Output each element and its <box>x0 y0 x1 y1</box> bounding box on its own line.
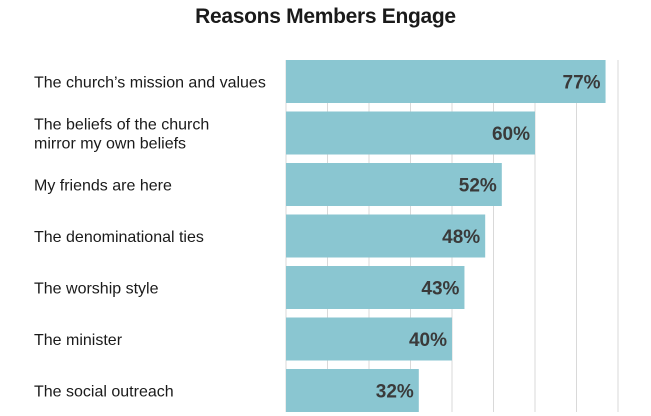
category-label-line: The denominational ties <box>34 229 204 246</box>
value-label: 60% <box>492 124 530 145</box>
bar <box>286 369 419 412</box>
category-label: The social outreach <box>34 384 174 401</box>
category-label-line: The minister <box>34 332 123 349</box>
category-label: The beliefs of the church mirror my own b… <box>34 117 209 153</box>
value-label: 43% <box>421 279 459 300</box>
bar <box>286 317 452 361</box>
bar <box>286 266 465 309</box>
category-label-line: The beliefs of the church <box>34 117 209 134</box>
value-label: 40% <box>409 330 447 351</box>
value-label: 77% <box>563 73 601 94</box>
bar <box>286 214 486 258</box>
category-label-line: The social outreach <box>34 384 174 401</box>
category-labels: The church’s mission and values The belie… <box>34 75 266 401</box>
category-label-line: mirror my own beliefs <box>34 136 186 153</box>
category-label-line: The church’s mission and values <box>34 75 266 92</box>
category-label: The minister <box>34 332 123 349</box>
value-labels: 77% 60% 52% 48% 43% 40% 32% <box>376 73 601 403</box>
value-label: 48% <box>442 227 480 248</box>
bars <box>286 60 606 412</box>
category-label-line: My friends are here <box>34 178 172 195</box>
bar <box>286 111 535 155</box>
value-label: 52% <box>459 176 497 197</box>
category-label-line: The worship style <box>34 281 159 298</box>
category-label: The denominational ties <box>34 229 204 246</box>
category-label: My friends are here <box>34 178 172 195</box>
value-label: 32% <box>376 382 414 403</box>
chart-title: Reasons Members Engage <box>195 5 456 28</box>
bar <box>286 60 606 103</box>
category-label: The worship style <box>34 281 159 298</box>
bar <box>286 163 502 206</box>
category-label: The church’s mission and values <box>34 75 266 92</box>
